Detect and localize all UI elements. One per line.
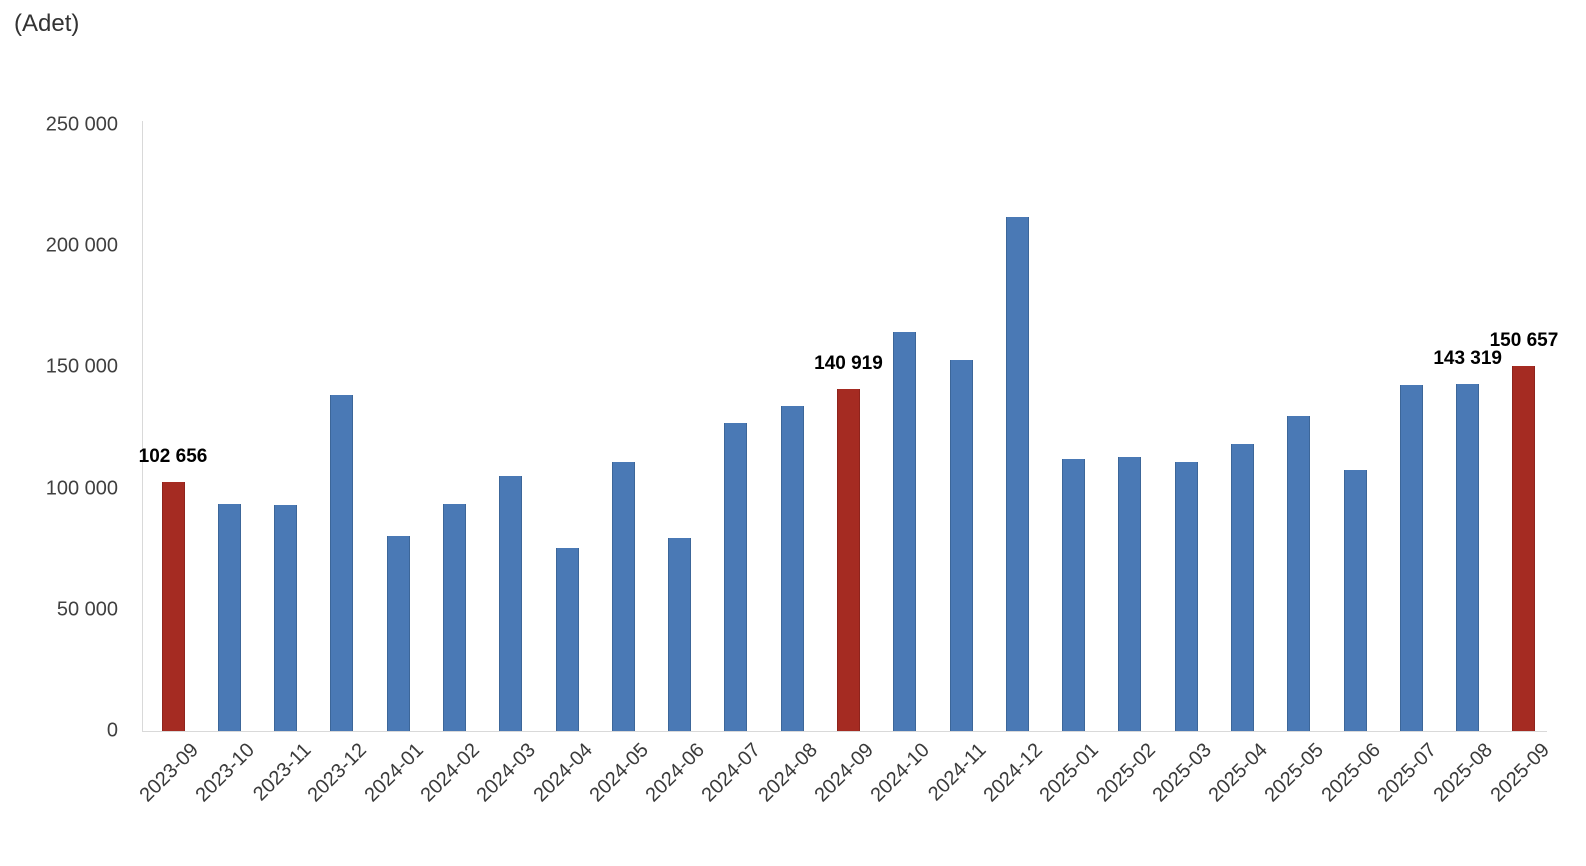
bar-2024-07 bbox=[724, 422, 748, 731]
bar-2023-10 bbox=[217, 503, 241, 731]
bar-2023-12 bbox=[330, 394, 354, 731]
bar-2024-10 bbox=[893, 331, 917, 731]
bar-2025-08 bbox=[1456, 383, 1480, 731]
y-tick-label: 50 000 bbox=[56, 598, 118, 621]
bar-2025-09 bbox=[1512, 365, 1536, 731]
bar-2024-08 bbox=[780, 405, 804, 731]
chart-title: (Adet) bbox=[14, 10, 80, 37]
y-tick-label: 250 000 bbox=[45, 113, 118, 136]
bar-2025-04 bbox=[1231, 444, 1254, 731]
bar-2025-05 bbox=[1287, 415, 1311, 731]
bar-2025-02 bbox=[1118, 457, 1142, 731]
bar-2023-11 bbox=[274, 504, 298, 731]
y-axis: 0 50 000 100 000 150 000 200 000 250 000 bbox=[0, 114, 118, 742]
y-tick-label: 200 000 bbox=[45, 234, 118, 257]
bar-2024-06 bbox=[668, 538, 692, 731]
y-tick-label: 0 bbox=[106, 719, 118, 742]
y-tick-label: 150 000 bbox=[45, 355, 118, 378]
bar-2024-09 bbox=[836, 389, 860, 731]
bar-2024-11 bbox=[949, 360, 973, 731]
data-label-2024-09: 140 919 bbox=[814, 353, 883, 375]
bar-2025-07 bbox=[1399, 384, 1423, 731]
bar-2025-03 bbox=[1174, 462, 1198, 731]
y-tick-label: 100 000 bbox=[45, 477, 118, 500]
bar-2024-12 bbox=[1005, 216, 1029, 731]
bar-2024-05 bbox=[611, 461, 635, 731]
data-label-2025-08: 143 319 bbox=[1433, 347, 1502, 369]
data-label-2025-09: 150 657 bbox=[1489, 329, 1559, 351]
data-label-2023-09: 102 656 bbox=[138, 446, 208, 468]
plot-area: 2023-09 2023-10 2023-11 2023-12 2024-01 2024-… bbox=[135, 121, 1558, 806]
bar-2025-06 bbox=[1343, 469, 1367, 731]
bar-2024-04 bbox=[555, 548, 579, 731]
bar-2024-01 bbox=[386, 535, 410, 731]
bar-2025-01 bbox=[1062, 459, 1086, 731]
bar-2024-02 bbox=[442, 503, 466, 731]
bar-2024-03 bbox=[499, 475, 523, 731]
bar-2023-09 bbox=[161, 482, 185, 731]
